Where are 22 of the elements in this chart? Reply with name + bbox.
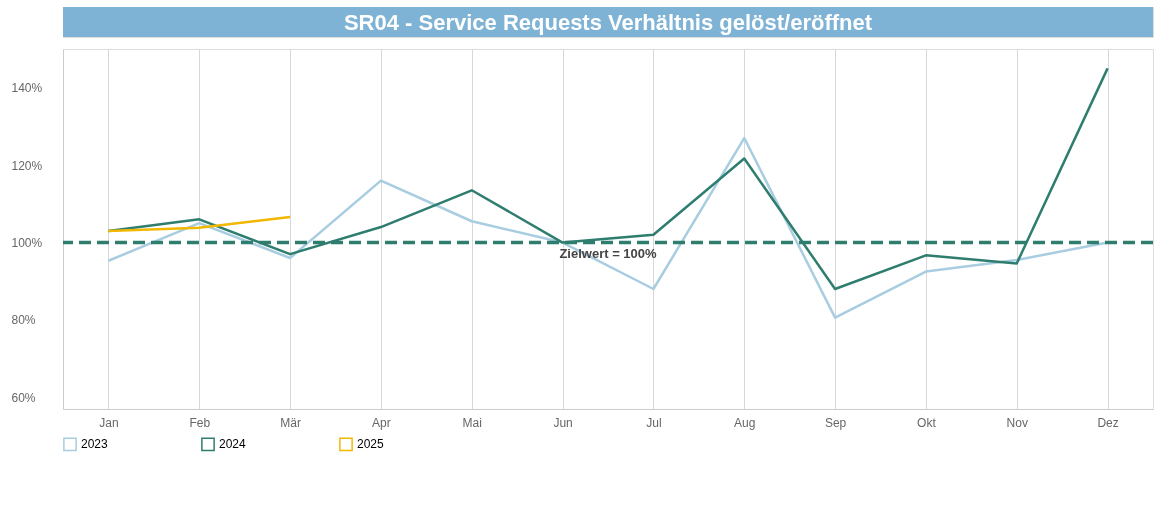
chart-title: SR04 - Service Requests Verhältnis gelöst/eröffnet bbox=[343, 10, 873, 35]
x-tick-label: Aug bbox=[734, 415, 756, 430]
legend-label: 2023 bbox=[81, 437, 109, 452]
x-tick-label: Apr bbox=[372, 415, 391, 430]
x-tick-label: Jun bbox=[553, 415, 573, 430]
ref-line-label: Zielwert = 100% bbox=[559, 245, 658, 261]
y-tick-label: 60% bbox=[11, 390, 36, 405]
legend-label: 2025 bbox=[357, 437, 385, 452]
y-tick-label: 100% bbox=[11, 236, 43, 251]
x-tick-label: Jul bbox=[646, 415, 662, 430]
x-tick-label: Feb bbox=[189, 415, 211, 430]
x-tick-label: Mär bbox=[280, 415, 301, 430]
y-tick-label: 120% bbox=[11, 158, 43, 173]
legend-label: 2024 bbox=[219, 437, 247, 452]
x-tick-label: Mai bbox=[462, 415, 482, 430]
x-tick-label: Nov bbox=[1006, 415, 1028, 430]
y-tick-label: 140% bbox=[11, 81, 43, 96]
x-tick-label: Sep bbox=[824, 415, 847, 430]
x-tick-label: Jan bbox=[99, 415, 119, 430]
y-tick-label: 80% bbox=[11, 313, 36, 328]
x-tick-label: Okt bbox=[917, 415, 937, 430]
x-tick-label: Dez bbox=[1097, 415, 1119, 430]
